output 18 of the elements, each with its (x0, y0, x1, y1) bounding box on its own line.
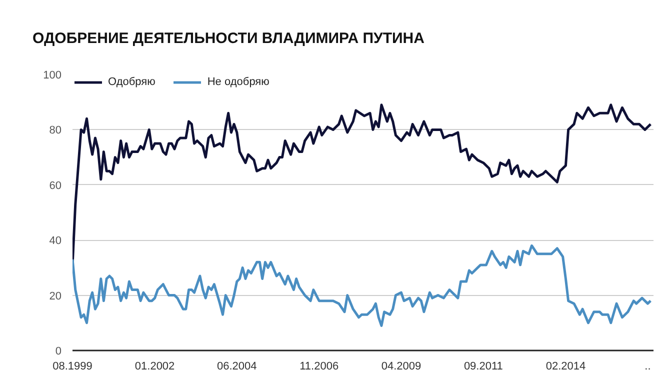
line-series (72, 244, 652, 327)
chart-title: ОДОБРЕНИЕ ДЕЯТЕЛЬНОСТИ ВЛАДИМИРА ПУТИНА (32, 30, 425, 47)
x-tick-label: 06.2004 (217, 360, 257, 372)
x-tick-label: 09.2011 (464, 360, 503, 372)
x-tick-label: 04.2009 (381, 360, 422, 372)
x-tick-label: 02.2014 (546, 360, 586, 372)
y-tick-label: 40 (49, 235, 62, 248)
y-tick-label: 60 (49, 180, 62, 192)
legend-label: Не одобряю (207, 76, 270, 88)
x-tick-label: 01.2002 (134, 360, 175, 372)
y-tick-label: 80 (49, 124, 62, 137)
x-tick-label: 08.1999 (52, 360, 92, 372)
legend-label: Одобряю (108, 76, 156, 88)
x-tick-label: 11.2006 (300, 360, 339, 372)
y-tick-label: 0 (55, 346, 62, 358)
y-tick-label: 20 (49, 290, 62, 302)
y-tick-label: 100 (43, 70, 62, 82)
x-tick-label: .. (644, 360, 651, 372)
